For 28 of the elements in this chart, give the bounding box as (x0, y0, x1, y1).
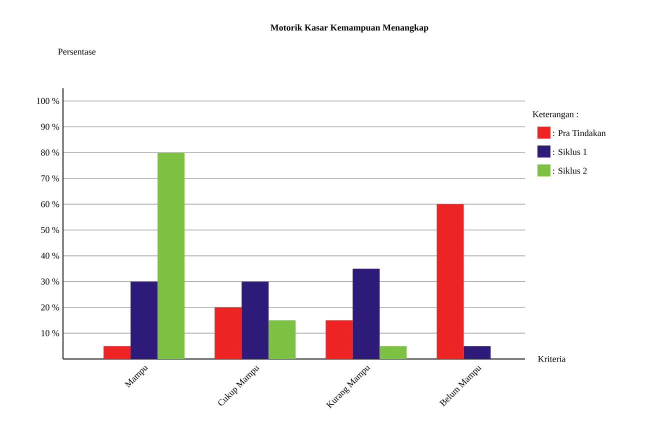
bar (214, 307, 242, 359)
y-tick-label: 80 % (41, 150, 60, 156)
y-tick-label: 20 % (41, 304, 60, 310)
bar (436, 204, 464, 359)
bar (464, 346, 491, 359)
y-tick-label: 30 % (41, 278, 60, 285)
y-axis-title: Persentase (58, 48, 96, 55)
legend-label: : Pra Tindakan (553, 130, 606, 136)
y-tick-label: 40 % (40, 252, 60, 259)
x-axis-title: Kriteria (538, 356, 566, 362)
bar (158, 152, 185, 359)
y-tick-label: 90 % (41, 124, 60, 130)
legend-label: : Siklus 2 (553, 168, 587, 174)
bar (326, 320, 353, 359)
bar (352, 268, 380, 359)
legend-title: Keterangan : (532, 111, 578, 120)
bar (104, 346, 131, 359)
y-tick-label: 10 % (42, 330, 60, 336)
bar (380, 346, 407, 359)
legend-label: : Siklus 1 (553, 148, 587, 156)
bar (242, 282, 269, 359)
y-tick-label: 60 % (41, 201, 60, 208)
y-tick-label: 70 % (41, 175, 60, 182)
y-tick-label: 50 % (41, 226, 60, 234)
chart-title: Motorik Kasar Kemampuan Menangkap (270, 24, 428, 33)
bar (130, 282, 158, 359)
bar (268, 320, 296, 359)
y-tick-label: 100 % (37, 98, 60, 104)
